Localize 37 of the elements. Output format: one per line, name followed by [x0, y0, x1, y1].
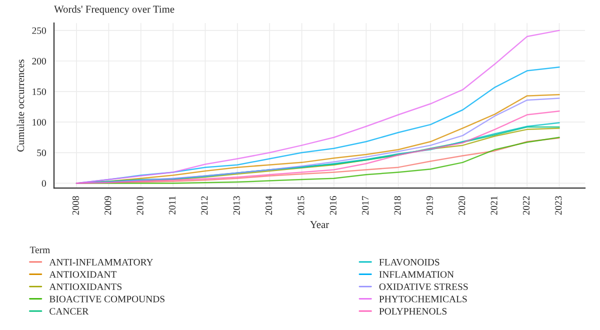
- x-tick-label: 2014: [265, 196, 272, 215]
- x-tick-label: 2019: [426, 196, 433, 215]
- legend-label: BIOACTIVE COMPOUNDS: [49, 296, 164, 302]
- line-series: [76, 30, 560, 184]
- y-tick-label: 250: [32, 27, 46, 34]
- y-tick-label: 150: [32, 88, 46, 96]
- legend-label: PHYTOCHEMICALS: [379, 296, 467, 302]
- x-tick-label: 2022: [522, 196, 530, 215]
- x-tick-label: 2023: [555, 196, 562, 215]
- x-tick-label: 2008: [72, 196, 79, 215]
- y-tick-label: 100: [32, 119, 46, 126]
- legend-label: FLAVONOIDS: [379, 258, 440, 266]
- x-tick-label: 2021: [490, 196, 498, 215]
- x-tick-label: 2013: [233, 196, 240, 215]
- legend-label: ANTI-INFLAMMATORY: [49, 258, 154, 266]
- y-axis-title: Cumulate occurrences: [16, 60, 24, 152]
- x-tick-label: 2009: [104, 196, 112, 215]
- chart-title: Words' Frequency over Time: [54, 5, 174, 15]
- legend-label: ANTIOXIDANTS: [49, 283, 122, 290]
- legend-label: INFLAMMATION: [379, 271, 454, 278]
- legend-title: Term: [30, 246, 50, 254]
- y-tick-label: 50: [37, 150, 46, 156]
- x-tick-label: 2015: [298, 196, 304, 215]
- y-tick-label: 0: [42, 180, 46, 187]
- x-tick-label: 2020: [458, 196, 466, 215]
- x-tick-label: 2018: [394, 196, 401, 215]
- legend-label: CANCER: [50, 308, 89, 315]
- x-tick-label: 2010: [136, 196, 144, 215]
- legend-label: ANTIOXIDANT: [49, 271, 117, 278]
- legend-label: POLYPHENOLS: [379, 308, 447, 315]
- x-tick-label: 2012: [201, 196, 208, 215]
- x-tick-label: 2011: [168, 196, 176, 214]
- x-tick-label: 2017: [362, 196, 369, 215]
- x-axis-title: Year: [310, 221, 330, 228]
- legend-label: OXIDATIVE STRESS: [379, 283, 468, 290]
- y-tick-label: 200: [32, 58, 46, 64]
- x-tick-label: 2016: [330, 196, 336, 215]
